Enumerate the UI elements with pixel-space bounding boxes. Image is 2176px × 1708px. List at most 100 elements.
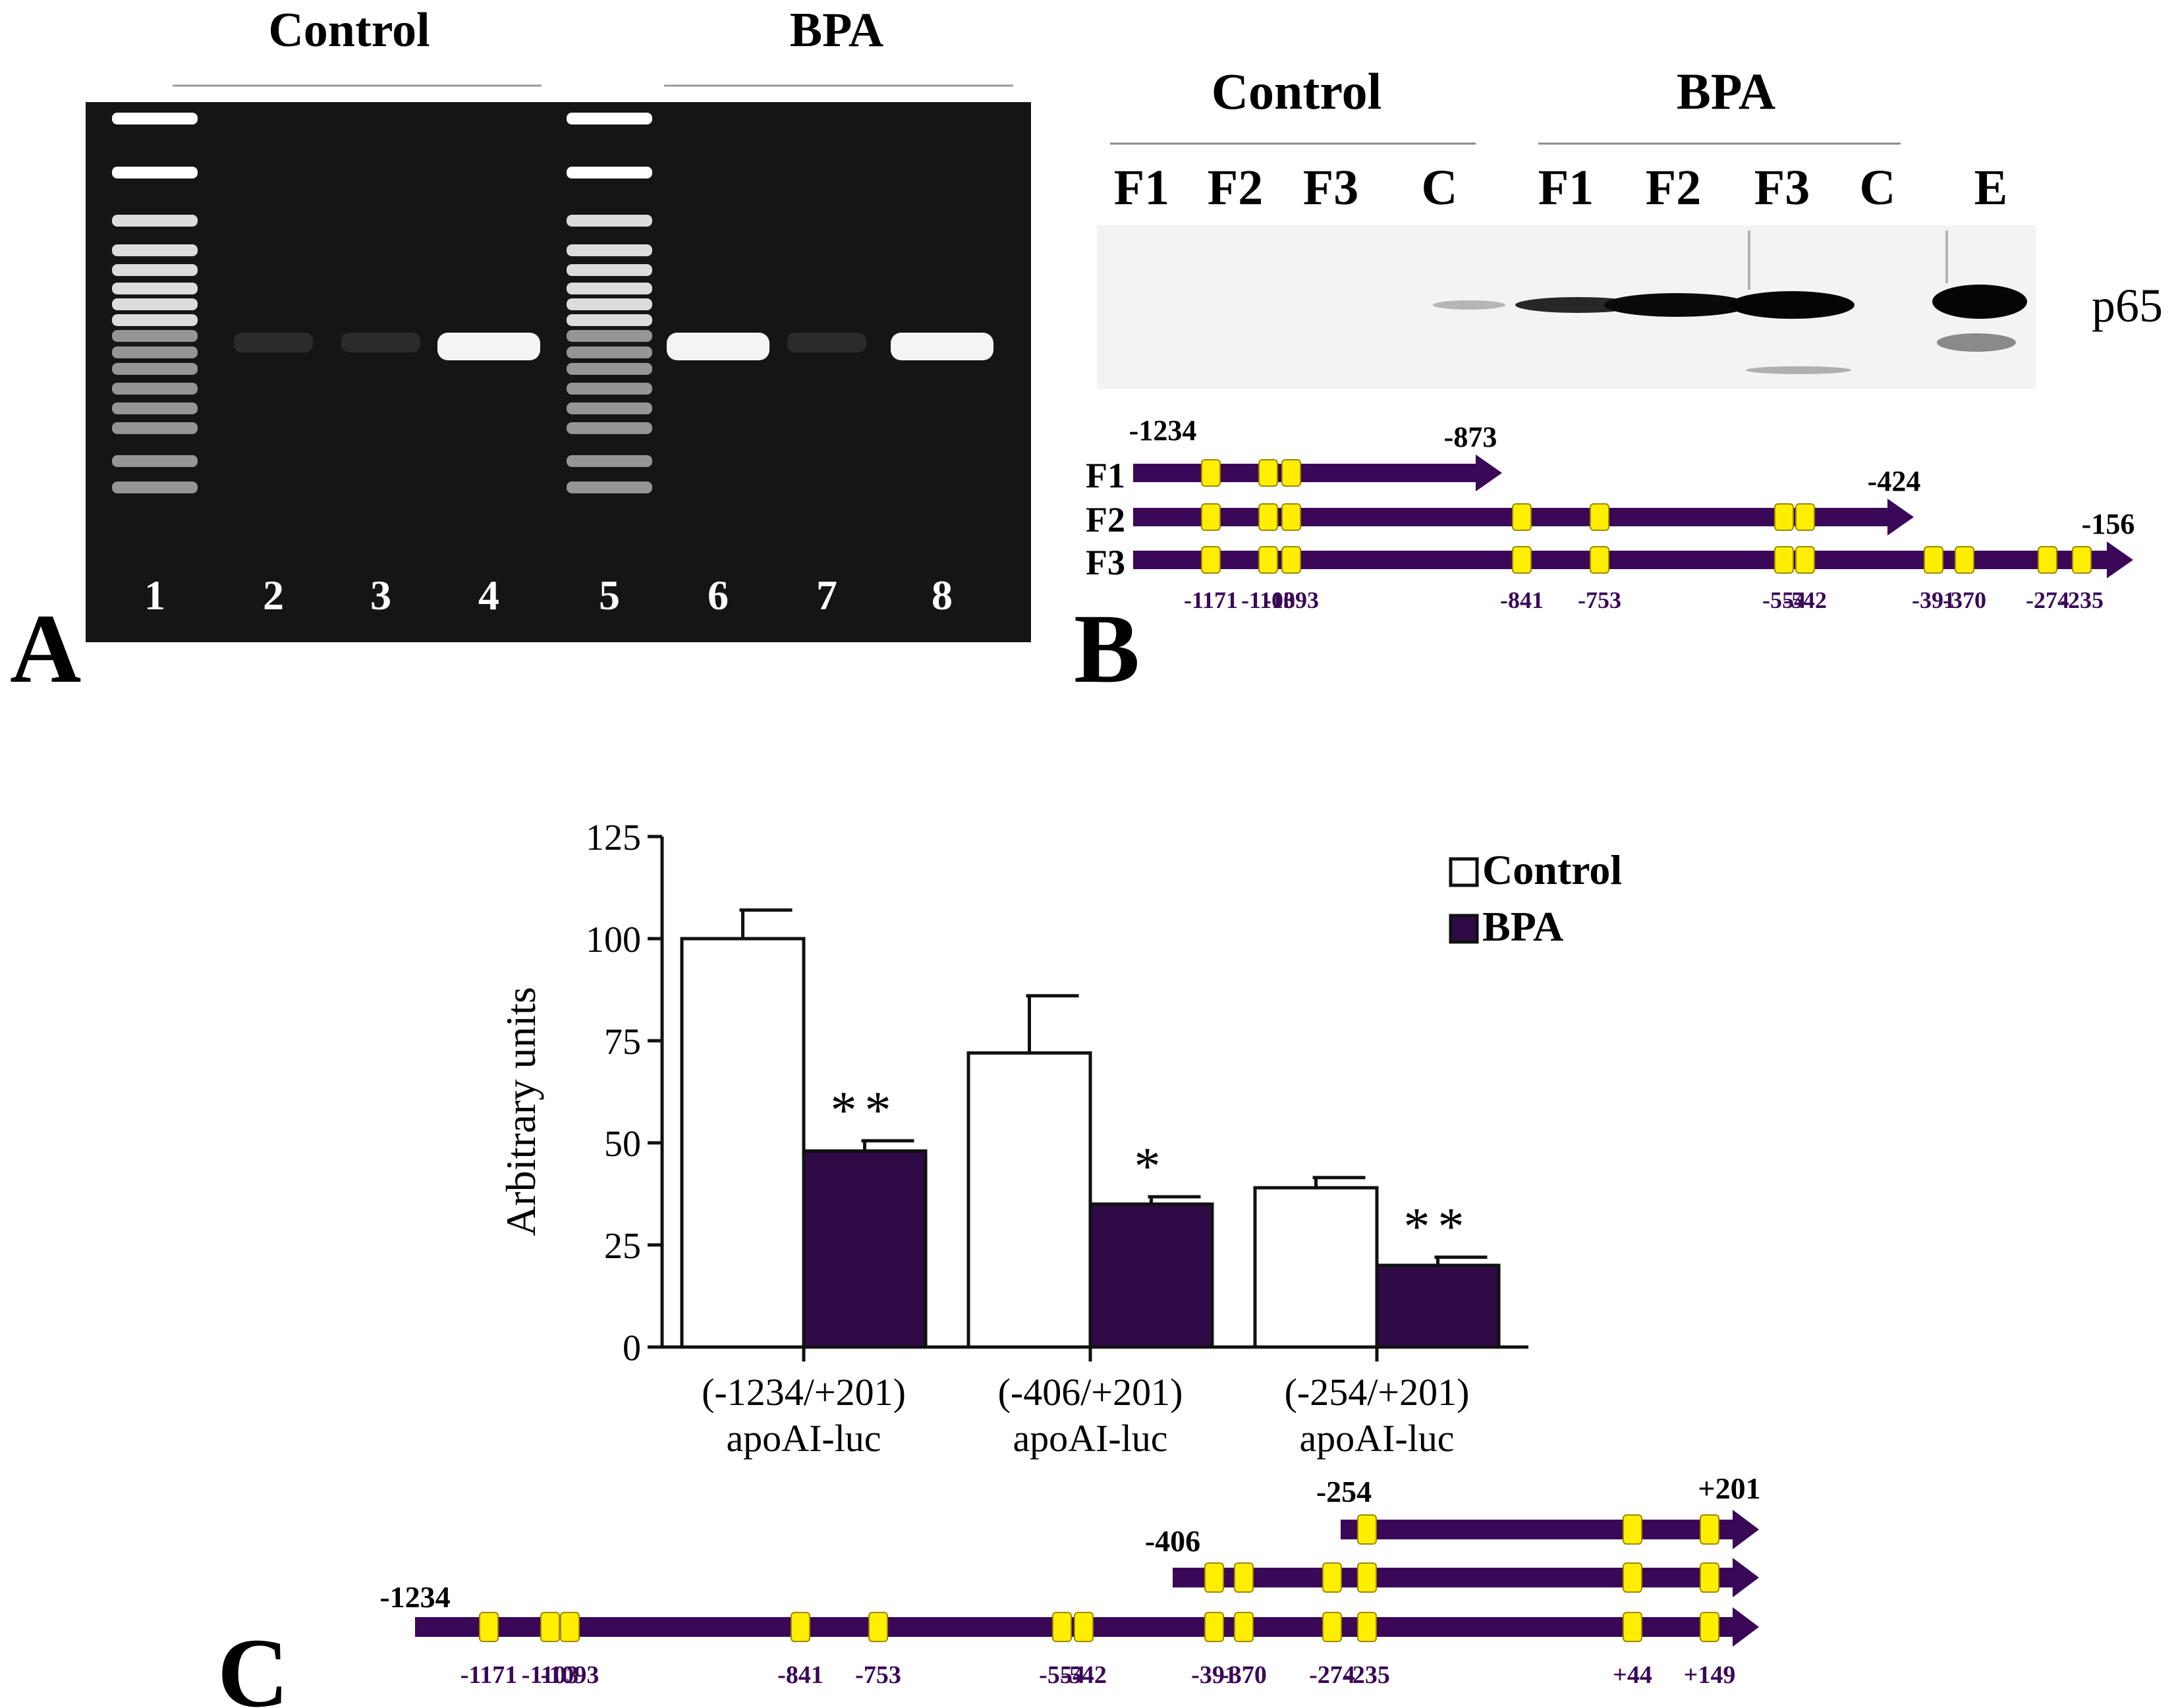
construct-map-c: -254 +201 -406 -1234 -1171 -1103-1093 -841 -753… — [379, 1472, 1760, 1689]
x-axis: (-1234/+201)apoAI-luc(-406/+201)apoAI-lu… — [662, 1345, 1528, 1460]
blot-band — [1604, 293, 1749, 317]
ladder-band — [112, 215, 198, 227]
panel-letter-b: B — [1074, 594, 1140, 703]
bars: ***** — [680, 908, 1501, 1349]
x-tick-label: apoAI-luc — [1299, 1417, 1454, 1460]
binding-site-marker — [868, 1612, 888, 1642]
construct-start-label: -1234 — [379, 1580, 450, 1614]
binding-site-marker — [1700, 1612, 1719, 1642]
panel-a: Control BPA 1 2 3 4 5 6 7 8 A — [10, 3, 1031, 703]
site-label: -1093 — [1264, 587, 1319, 613]
ladder-band — [112, 383, 198, 395]
ladder-band — [112, 283, 198, 294]
ladder-band — [112, 346, 198, 358]
ladder-band — [567, 264, 652, 276]
gel-bands — [234, 333, 993, 360]
site-label: -1093 — [541, 1661, 600, 1689]
panel-b: Control BPA F1 F2 F3 C F1 F2 F3 C E p65 F1 -873 -1… — [1074, 63, 2163, 703]
binding-site-marker — [1281, 503, 1301, 531]
ladder-band — [112, 455, 198, 467]
ladder-band — [567, 283, 652, 294]
x-tick-label: apoAI-luc — [1013, 1417, 1167, 1460]
gel-lane-labels: 1 2 3 4 5 6 7 8 — [144, 572, 953, 619]
binding-site-marker — [1623, 1514, 1642, 1545]
fragment-arrow-F2-head — [1887, 499, 1914, 536]
ladder-band — [112, 264, 198, 276]
blot-lane-label: C — [1422, 160, 1458, 215]
ladder-band — [567, 383, 652, 395]
site-label: -554 — [1039, 1661, 1085, 1689]
binding-site-marker — [2038, 546, 2057, 574]
binding-site-marker — [1512, 546, 1532, 574]
binding-site-marker — [1512, 503, 1532, 531]
ladder-band — [567, 330, 652, 342]
gel-lane-label: 2 — [263, 572, 284, 619]
ladder-band — [567, 244, 652, 256]
binding-site-marker — [479, 1612, 499, 1642]
binding-site-marker — [1201, 546, 1221, 574]
site-label: -235 — [2060, 587, 2104, 613]
y-axis: 0 25 50 75 100 125 — [586, 817, 664, 1369]
site-label: -1103 — [522, 1661, 579, 1689]
gel-band-lane-6 — [667, 333, 769, 360]
blot-band — [1932, 285, 2027, 319]
blot-lane-label: F3 — [1303, 160, 1358, 215]
ladder-band — [112, 314, 198, 326]
blot-lane-labels: F1 F2 F3 C F1 F2 F3 C E — [1114, 160, 2008, 215]
binding-site-marker — [1357, 1562, 1377, 1593]
ladder-band — [112, 402, 198, 414]
site-label: -391 — [1912, 587, 1955, 613]
ladder-band — [112, 244, 198, 256]
y-tick-label: 125 — [586, 817, 641, 858]
binding-site-marker — [1700, 1562, 1719, 1593]
binding-site-marker — [1074, 1612, 1094, 1642]
blot-band — [1433, 300, 1505, 310]
binding-site-marker — [1281, 546, 1301, 574]
legend: Control BPA — [1449, 846, 1622, 950]
binding-site-marker — [791, 1612, 810, 1642]
binding-site-marker — [1795, 503, 1815, 531]
ladder-band — [567, 363, 652, 375]
fragment-arrow-F1-head — [1476, 455, 1502, 491]
blot-lane-label: F3 — [1754, 160, 1810, 215]
binding-site-marker — [1322, 1612, 1342, 1642]
y-tick-label: 50 — [604, 1124, 641, 1165]
ladder-band — [112, 167, 198, 179]
x-tick-label: (-254/+201) — [1285, 1371, 1470, 1414]
binding-site-marker — [1924, 546, 1943, 574]
site-label: -1103 — [1241, 587, 1295, 613]
y-tick-label: 75 — [604, 1022, 641, 1062]
fragment-start-label: -1234 — [1129, 414, 1197, 447]
ladder-band — [112, 422, 198, 434]
blot-lane-label: F2 — [1208, 160, 1263, 215]
blot-lane-label: F2 — [1646, 160, 1701, 215]
panel-letter-c: C — [217, 1618, 289, 1708]
ladder-band — [112, 298, 198, 310]
ladder-band — [112, 482, 198, 493]
binding-site-marker — [1204, 1612, 1224, 1642]
binding-site-marker — [1590, 503, 1609, 531]
binding-site-marker — [1623, 1562, 1642, 1593]
binding-site-marker — [1357, 1514, 1377, 1545]
site-label: -1171 — [460, 1661, 518, 1689]
binding-site-marker — [1955, 546, 1974, 574]
ladder-band — [567, 422, 652, 434]
fragment-name: F1 — [1086, 456, 1125, 495]
gel-lane-label: 4 — [478, 572, 499, 619]
binding-site-marker — [2072, 546, 2092, 574]
fragment-end-label: -424 — [1868, 465, 1921, 497]
site-label: -1171 — [1184, 587, 1238, 613]
construct-start-label: -254 — [1316, 1475, 1372, 1508]
ladder-band — [567, 402, 652, 414]
fragment-end-label: -873 — [1444, 421, 1497, 453]
fragment-name: F2 — [1086, 500, 1125, 539]
site-label: -841 — [777, 1661, 823, 1689]
ladder-band — [567, 215, 652, 227]
binding-site-marker — [1258, 459, 1278, 487]
site-label: -753 — [1578, 587, 1621, 613]
significance-marker: ** — [1404, 1198, 1472, 1256]
ladder-lane-1 — [112, 113, 198, 493]
gel-band-lane-8 — [891, 333, 993, 360]
ladder-band — [112, 363, 198, 375]
ladder-band — [567, 113, 652, 124]
